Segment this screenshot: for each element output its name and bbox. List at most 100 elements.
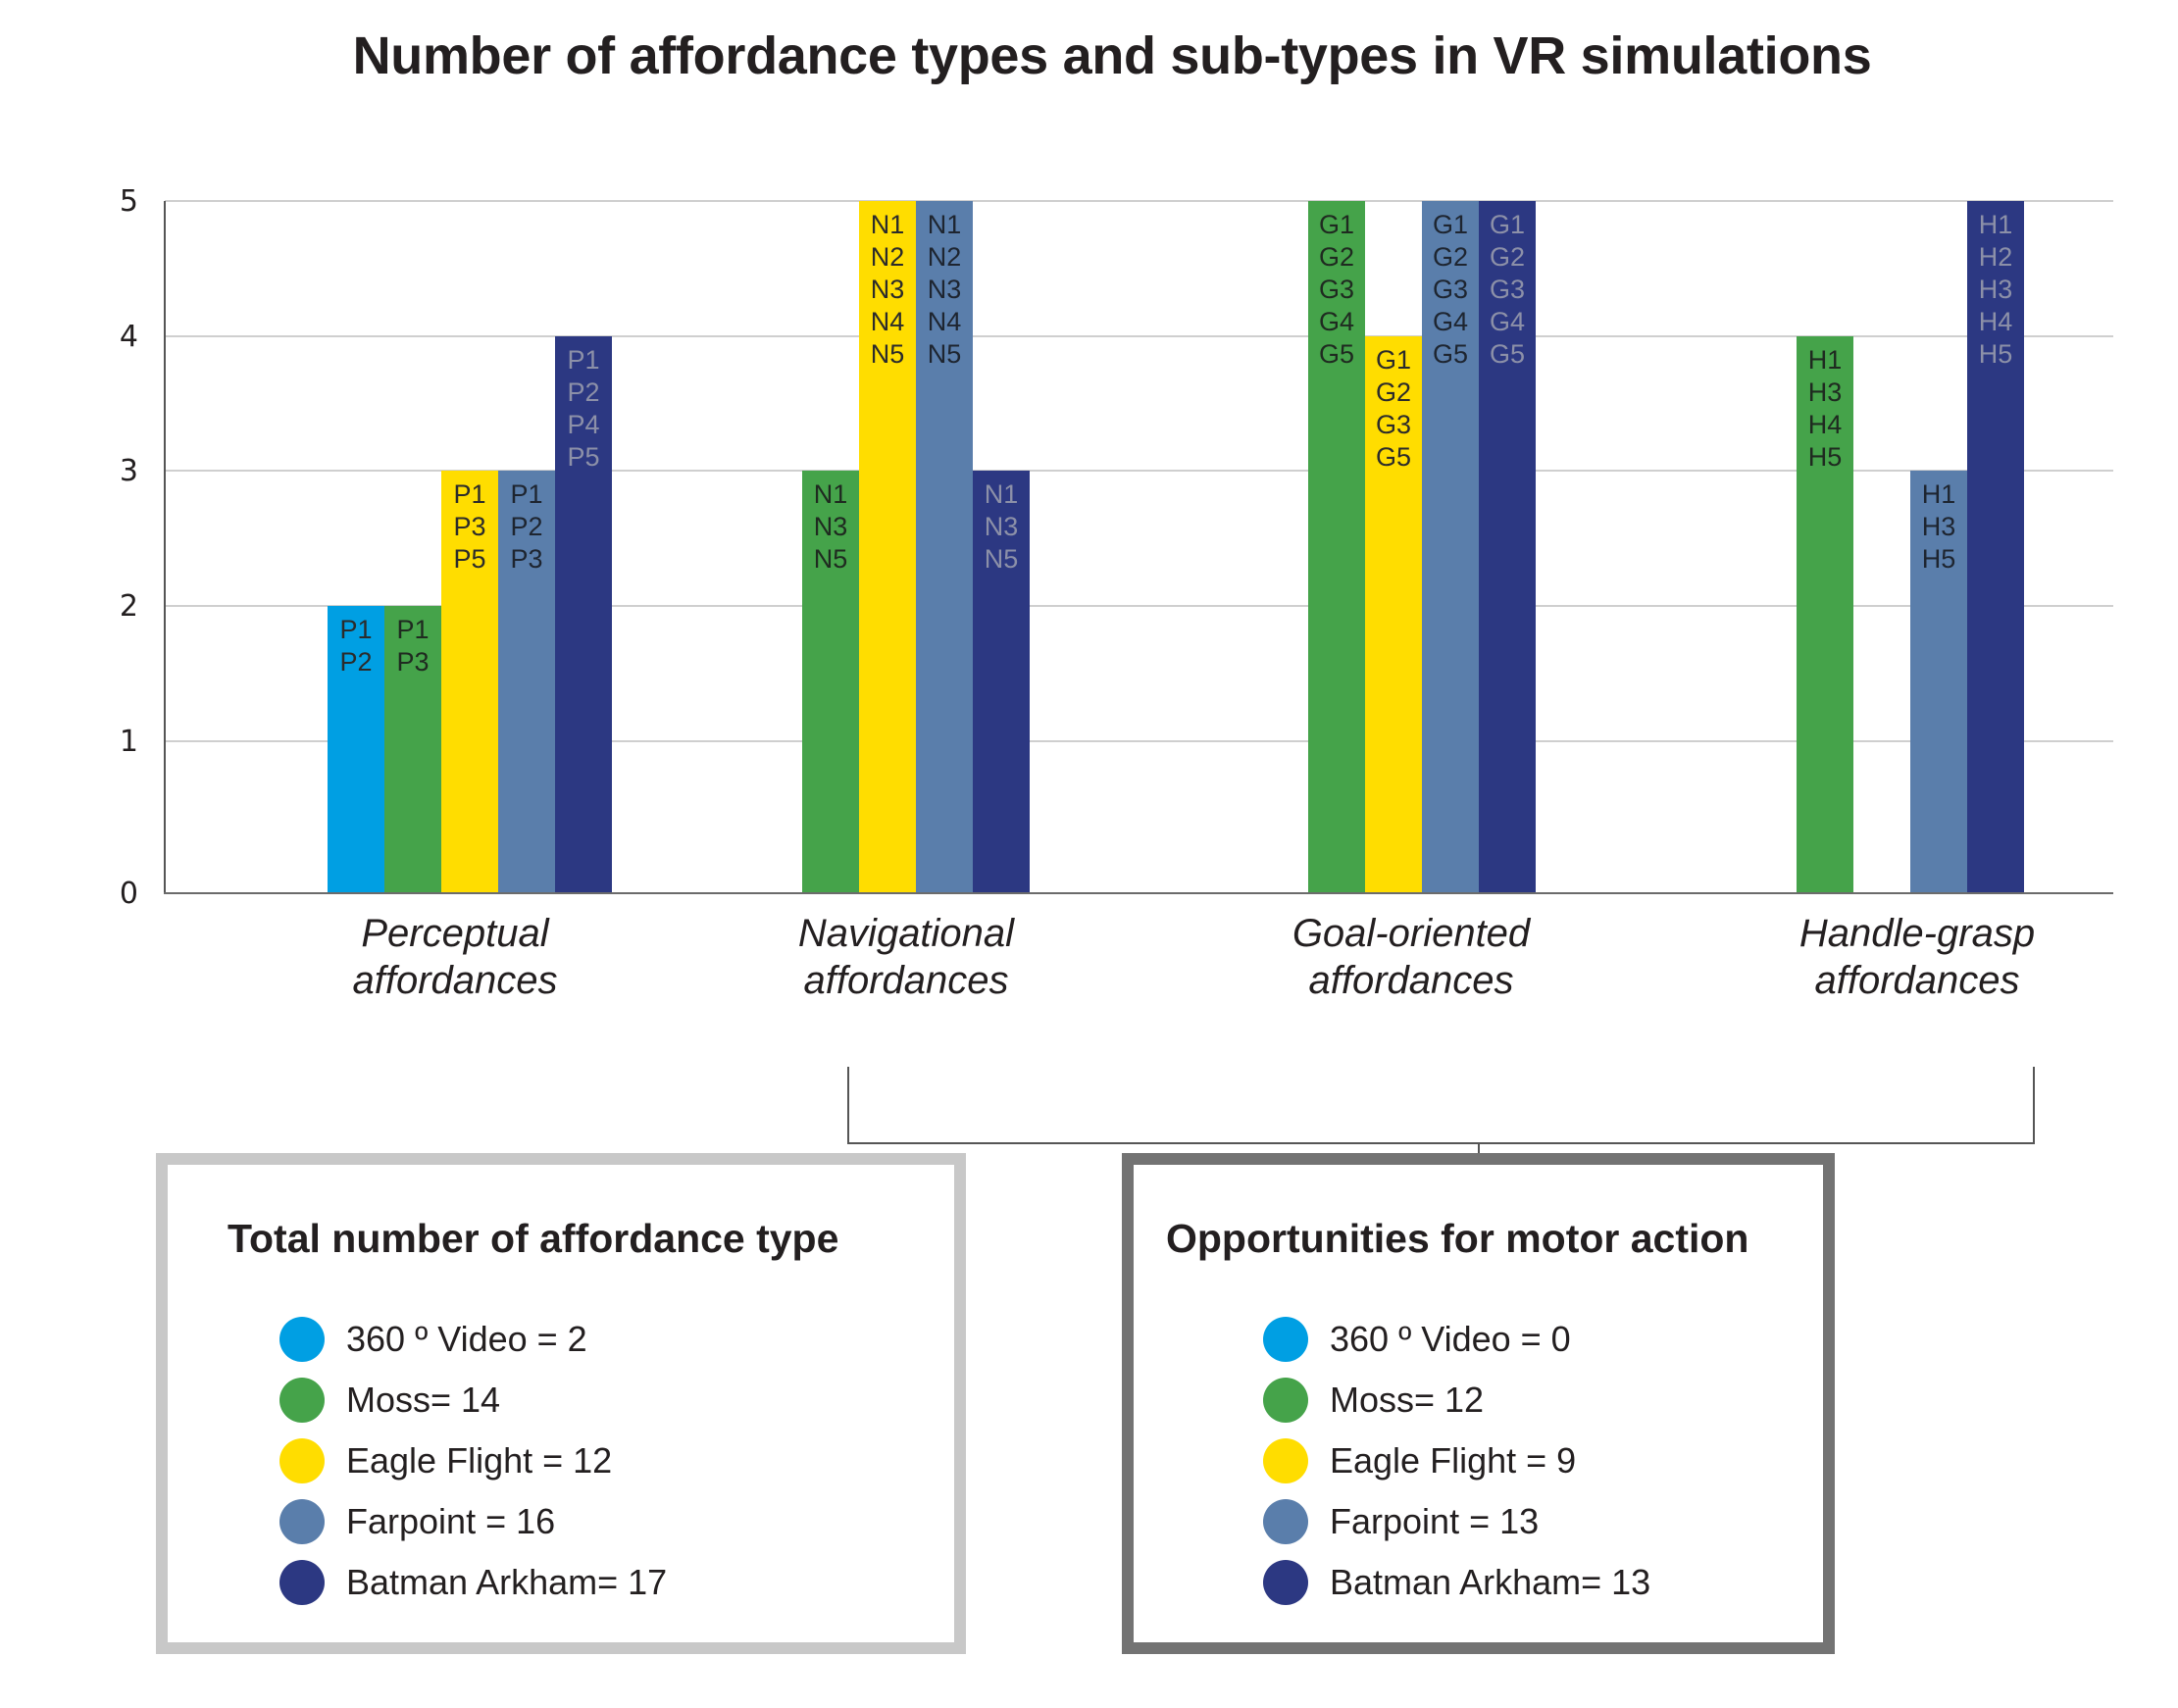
category-label: Goal-oriented [1292,912,1532,955]
bar-subtype-label: G3 [1490,275,1525,304]
category-label: affordances [352,959,557,1002]
bar-subtype-label: G3 [1319,275,1354,304]
bar [1422,201,1479,893]
legend-item-farpoint: Farpoint = 16 [279,1491,667,1552]
legend-motor-items: 360 º Video = 0 Moss= 12 Eagle Flight = … [1263,1309,1650,1613]
legend-dot-icon [1263,1438,1308,1483]
legend-item-label: 360 º Video = 2 [346,1319,587,1359]
legend-item-farpoint: Farpoint = 13 [1263,1491,1650,1552]
bar [1479,201,1536,893]
bar-subtype-label: H3 [1808,377,1843,407]
bar-subtype-label: H4 [1808,410,1843,439]
category-labels: PerceptualaffordancesNavigationalafforda… [352,912,2035,1002]
bar [498,471,555,893]
category-label: Navigational [798,912,1015,955]
legend-item-moss: Moss= 14 [279,1370,667,1431]
bar-subtype-label: P4 [567,410,599,439]
bar-subtype-label: N1 [814,479,848,509]
legend-dot-icon [279,1560,325,1605]
bar-subtype-label: N4 [871,307,905,336]
legend-item-360-video: 360 º Video = 0 [1263,1309,1650,1370]
bar-subtype-label: G1 [1490,210,1525,239]
legend-item-moss: Moss= 12 [1263,1370,1650,1431]
legend-dot-icon [1263,1499,1308,1544]
y-tick-label: 2 [120,589,138,624]
bar-subtype-label: H1 [1808,345,1843,375]
bar-subtype-label: N1 [928,210,962,239]
bar-subtype-label: P3 [396,647,429,677]
legend-item-360-video: 360 º Video = 2 [279,1309,667,1370]
bar-subtype-label: P1 [339,615,372,644]
y-tick-label: 1 [120,725,138,759]
legend-total-items: 360 º Video = 2 Moss= 14 Eagle Flight = … [279,1309,667,1613]
category-label: affordances [1814,959,2019,1002]
bar-subtype-label: H3 [1979,275,2013,304]
legend-item-label: Batman Arkham= 13 [1330,1562,1651,1602]
bar-subtype-label: N4 [928,307,962,336]
bar-subtype-label: G2 [1319,242,1354,272]
bar-subtype-label: G3 [1433,275,1468,304]
legend-item-label: Eagle Flight = 12 [346,1440,613,1481]
legend-total-affordances: Total number of affordance type 360 º Vi… [156,1153,966,1654]
bar [1797,336,1853,893]
bracket-line [847,1067,2035,1144]
legend-item-label: Moss= 14 [346,1380,501,1420]
bar [973,471,1030,893]
legend-item-label: Moss= 12 [1330,1380,1485,1420]
y-tick-label: 5 [120,184,138,219]
legend-dot-icon [1263,1317,1308,1362]
bar-subtype-label: H1 [1979,210,2013,239]
bar-subtype-label: N5 [871,339,905,369]
bar [328,606,384,893]
legend-item-eagle-flight: Eagle Flight = 12 [279,1431,667,1491]
legend-item-label: Batman Arkham= 17 [346,1562,668,1602]
bar-subtype-label: P3 [453,512,485,541]
bar-subtype-label: G5 [1319,339,1354,369]
bar-subtype-label: N1 [871,210,905,239]
y-tick-label: 0 [120,877,138,911]
legend-dot-icon [1263,1560,1308,1605]
bar-subtype-label: G5 [1433,339,1468,369]
y-tick-labels: 0 1 2 3 4 5 [120,184,138,911]
bar [384,606,441,893]
legend-item-batman-arkham: Batman Arkham= 13 [1263,1552,1650,1613]
bar [1308,201,1365,893]
bar-subtype-label: N5 [985,544,1019,574]
bar-subtype-label: G1 [1376,345,1411,375]
bar [1365,336,1422,893]
legend-item-label: Farpoint = 16 [346,1501,556,1541]
legend-dot-icon [279,1378,325,1423]
bar-subtype-label: N5 [814,544,848,574]
bar-subtype-label: N2 [871,242,905,272]
bar-subtype-label: N3 [985,512,1019,541]
bar-subtype-label: G5 [1490,339,1525,369]
bar [859,201,916,893]
chart-title: Number of affordance types and sub-types… [352,26,1872,85]
bar-subtype-label: N3 [814,512,848,541]
bar-subtype-label: N1 [985,479,1019,509]
legend-dot-icon [279,1317,325,1362]
legend-item-eagle-flight: Eagle Flight = 9 [1263,1431,1650,1491]
legend-item-label: Farpoint = 13 [1330,1501,1540,1541]
bar-subtype-label: G1 [1319,210,1354,239]
bar-subtype-label: H5 [1979,339,2013,369]
bar-subtype-label: P1 [396,615,429,644]
y-tick-label: 4 [120,320,138,354]
bar-subtype-label: H2 [1979,242,2013,272]
legend-item-batman-arkham: Batman Arkham= 17 [279,1552,667,1613]
bar-subtype-label: N3 [928,275,962,304]
bar [555,336,612,893]
bar-subtype-label: N5 [928,339,962,369]
category-label: affordances [1308,959,1513,1002]
bar-subtype-label: G5 [1376,442,1411,472]
motor-action-bracket [847,1067,2035,1159]
bar-subtype-label: G4 [1490,307,1525,336]
bar-subtype-label: N2 [928,242,962,272]
bar-subtype-label: N3 [871,275,905,304]
bar [1910,471,1967,893]
bar-subtype-label: H3 [1922,512,1956,541]
legend-dot-icon [1263,1378,1308,1423]
legend-motor-title: Opportunities for motor action [1166,1216,1749,1261]
bar-subtype-label: H5 [1808,442,1843,472]
category-label: Perceptual [361,912,549,955]
